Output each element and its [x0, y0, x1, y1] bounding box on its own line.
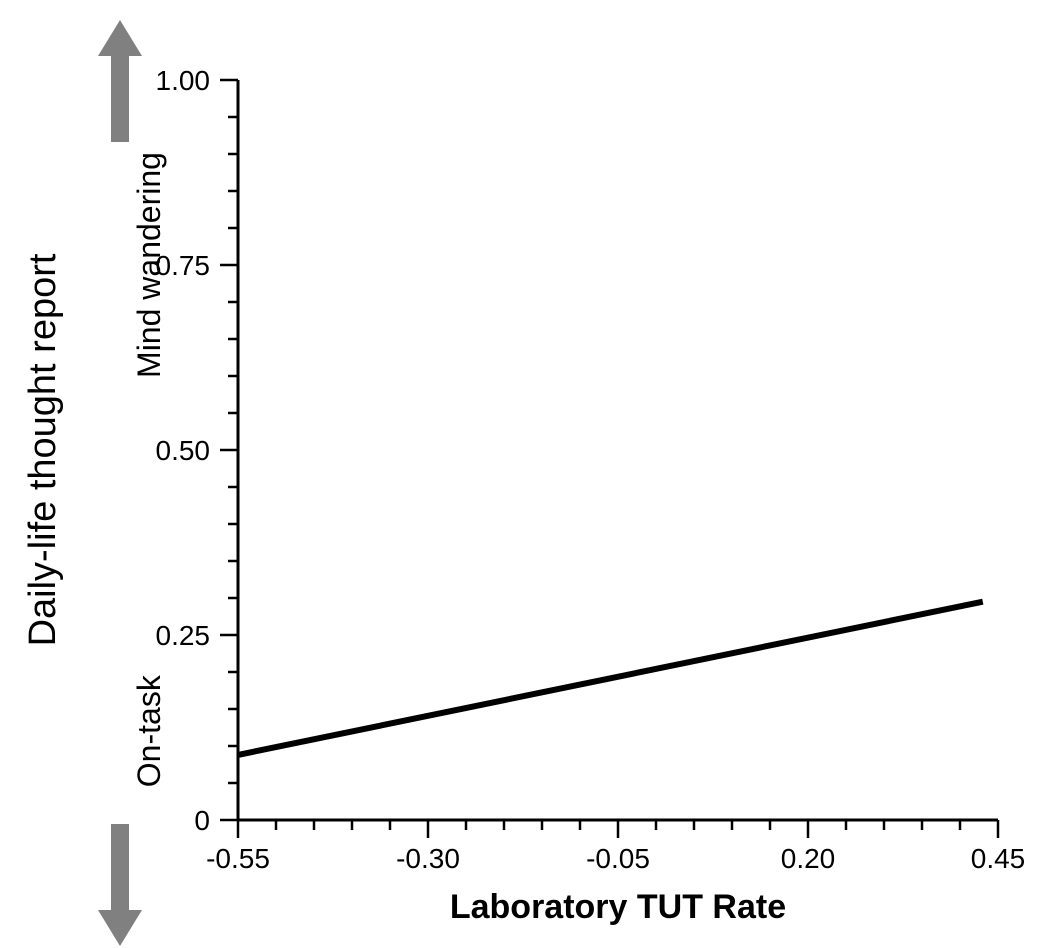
chart-svg: -0.55-0.30-0.050.200.4500.250.500.751.00…: [0, 0, 1050, 948]
y-inner-upper-label: Mind wandering: [131, 152, 167, 378]
x-axis-label: Laboratory TUT Rate: [450, 888, 786, 926]
x-tick-label: -0.55: [206, 843, 270, 874]
y-tick-label: 1.00: [156, 65, 211, 96]
y-outer-label: Daily-life thought report: [22, 253, 64, 646]
y-tick-label: 0: [194, 805, 210, 836]
y-tick-label: 0.50: [156, 435, 211, 466]
x-tick-label: 0.45: [971, 843, 1026, 874]
x-tick-label: -0.30: [396, 843, 460, 874]
chart-container: -0.55-0.30-0.050.200.4500.250.500.751.00…: [0, 0, 1050, 948]
y-tick-label: 0.25: [156, 620, 211, 651]
y-inner-lower-label: On-task: [131, 674, 167, 787]
x-tick-label: 0.20: [781, 843, 836, 874]
x-tick-label: -0.05: [586, 843, 650, 874]
chart-bg: [0, 0, 1050, 948]
